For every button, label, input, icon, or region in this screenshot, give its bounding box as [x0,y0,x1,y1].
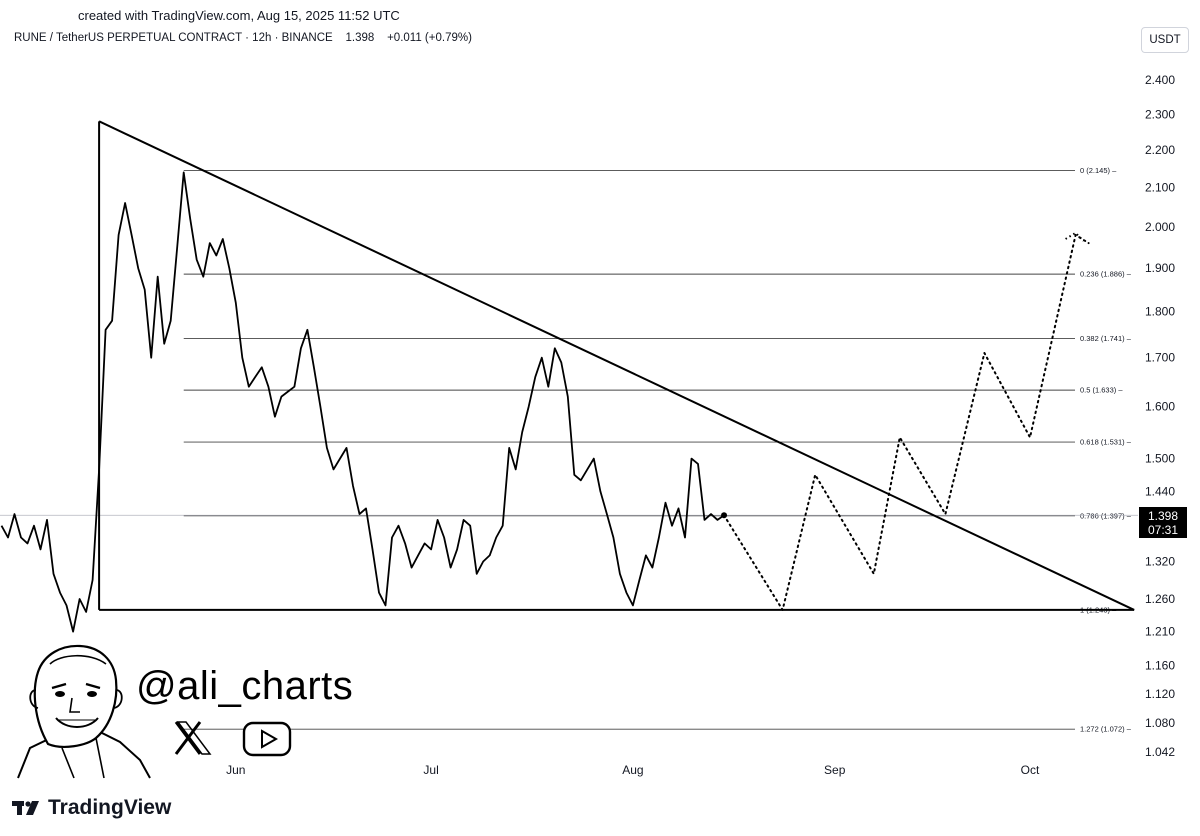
price-change: +0.011 (+0.79%) [387,32,472,44]
x-tick-label: Aug [622,763,643,777]
y-tick-label: 1.440 [1145,484,1175,498]
y-tick-label: 2.000 [1145,220,1175,234]
y-tick-label: 1.210 [1145,625,1175,639]
youtube-icon[interactable] [242,721,292,757]
price-badge: 1.398 07:31 [1139,507,1187,538]
exchange: BINANCE [281,32,333,44]
author-handle: @ali_charts [136,664,354,708]
x-tick-label: Jul [423,763,438,777]
y-tick-label: 1.120 [1145,687,1175,701]
y-tick-label: 1.080 [1145,716,1175,730]
trendlines [98,120,1135,611]
badge-price: 1.398 [1147,509,1179,523]
fib-level-label: 0.382 (1.741) – [1080,334,1132,343]
tradingview-brand[interactable]: TradingView [12,796,171,820]
legend-sep-1: · [245,32,253,44]
x-tick-label: Sep [824,763,846,777]
y-tick-label: 1.260 [1145,592,1175,606]
y-tick-label: 1.700 [1145,351,1175,365]
legend-sep-2: · [274,32,282,44]
created-caption: created with TradingView.com, Aug 15, 20… [78,8,400,23]
badge-countdown: 07:31 [1147,523,1179,537]
y-tick-label: 2.300 [1145,107,1175,121]
y-tick-label: 2.100 [1145,181,1175,195]
y-tick-label: 2.200 [1145,143,1175,157]
fib-level-label: 0 (2.145) – [1080,166,1117,175]
fib-level-label: 0.236 (1.886) – [1080,270,1132,279]
fibonacci-levels: 0 (2.145) – 0.236 (1.886) – 0.382 (1.741) … [0,166,1138,734]
x-tick-label: Oct [1021,763,1040,777]
symbol-name[interactable]: RUNE / TetherUS PERPETUAL CONTRACT [14,32,242,44]
price-series [0,171,1090,633]
last-price: 1.398 [345,32,375,44]
y-tick-label: 1.320 [1145,555,1175,569]
interval[interactable]: 12h [252,32,272,44]
price-line[interactable] [0,171,725,633]
x-logo-icon[interactable] [174,721,212,755]
brand-name: TradingView [48,796,172,819]
projection-arrowhead [1065,231,1085,242]
trendline[interactable] [98,120,1135,611]
y-tick-label: 1.160 [1145,659,1175,673]
currency-button[interactable]: USDT [1141,27,1189,53]
fib-level-label: 0.5 (1.633) – [1080,386,1123,395]
projection-path[interactable] [723,233,1090,611]
symbol-legend: RUNE / TetherUS PERPETUAL CONTRACT · 12h… [14,32,472,44]
y-tick-label: 1.800 [1145,305,1175,319]
last-price-dot [721,512,728,519]
y-tick-label: 1.042 [1145,745,1175,759]
y-axis: 2.400 2.300 2.200 2.100 2.000 1.900 1.800 1.700… [1145,73,1175,759]
fib-level-label: 1.272 (1.072) – [1080,725,1132,734]
fib-level-label: 0.618 (1.531) – [1080,438,1132,447]
tradingview-logo-icon [12,801,39,815]
fib-level-label: 0.786 (1.397) – [1080,511,1132,520]
avatar-illustration [17,644,151,779]
y-tick-label: 1.900 [1145,261,1175,275]
y-tick-label: 1.600 [1145,400,1175,414]
x-axis: MayJunJulAugSepOct [23,763,1040,777]
x-tick-label: Jun [226,763,245,777]
y-tick-label: 1.500 [1145,452,1175,466]
y-tick-label: 2.400 [1145,73,1175,87]
